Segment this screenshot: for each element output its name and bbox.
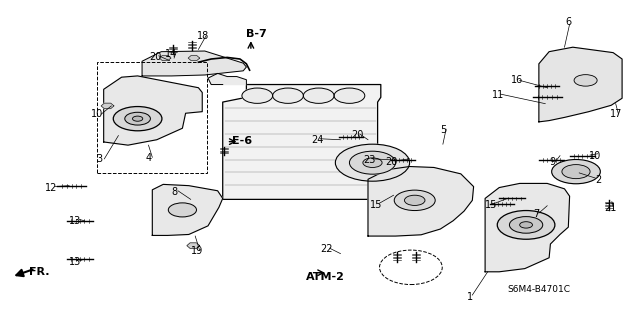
- Text: 15: 15: [485, 200, 498, 210]
- Text: 10: 10: [91, 109, 104, 119]
- Polygon shape: [159, 56, 171, 61]
- Polygon shape: [539, 47, 622, 122]
- Polygon shape: [187, 243, 200, 249]
- Text: 6: 6: [565, 17, 572, 27]
- Text: B-7: B-7: [246, 29, 266, 40]
- Polygon shape: [485, 183, 570, 272]
- Text: 7: 7: [533, 209, 540, 219]
- Polygon shape: [142, 51, 246, 76]
- Text: 14: 14: [165, 48, 178, 59]
- Text: ATM-2: ATM-2: [306, 272, 344, 282]
- Circle shape: [113, 107, 162, 131]
- Text: 2: 2: [595, 175, 602, 185]
- Text: 21: 21: [604, 203, 617, 213]
- Text: E-6: E-6: [232, 136, 252, 146]
- Circle shape: [242, 88, 273, 103]
- Circle shape: [497, 211, 555, 239]
- Text: 20: 20: [351, 130, 364, 140]
- Circle shape: [552, 160, 600, 184]
- Circle shape: [574, 75, 597, 86]
- Text: 5: 5: [440, 125, 447, 135]
- Text: S6M4-B4701C: S6M4-B4701C: [508, 285, 570, 294]
- Text: 16: 16: [511, 75, 524, 85]
- Circle shape: [125, 112, 150, 125]
- Text: 3: 3: [96, 154, 102, 165]
- Text: FR.: FR.: [29, 267, 50, 277]
- Text: 4: 4: [145, 153, 152, 163]
- Polygon shape: [188, 56, 200, 61]
- Circle shape: [562, 165, 590, 179]
- Text: 23: 23: [364, 155, 376, 165]
- Text: 13: 13: [69, 257, 82, 267]
- Circle shape: [334, 88, 365, 103]
- Bar: [97, 62, 207, 173]
- Text: 20: 20: [149, 52, 162, 62]
- Circle shape: [349, 151, 396, 174]
- Circle shape: [520, 222, 532, 228]
- Text: 20: 20: [385, 157, 398, 167]
- Text: 15: 15: [370, 200, 383, 210]
- Circle shape: [273, 88, 303, 103]
- Text: 13: 13: [69, 216, 82, 226]
- Text: 19: 19: [191, 246, 204, 256]
- Circle shape: [394, 190, 435, 211]
- Polygon shape: [104, 76, 202, 145]
- Polygon shape: [223, 85, 381, 199]
- Text: 24: 24: [311, 135, 324, 145]
- Circle shape: [404, 195, 425, 205]
- Circle shape: [509, 217, 543, 233]
- Circle shape: [335, 144, 410, 181]
- Circle shape: [168, 203, 196, 217]
- Polygon shape: [208, 73, 246, 85]
- Text: 17: 17: [610, 109, 623, 119]
- Text: 8: 8: [171, 187, 177, 197]
- Polygon shape: [152, 184, 223, 235]
- Text: 18: 18: [197, 31, 210, 41]
- Circle shape: [363, 158, 382, 167]
- Polygon shape: [101, 103, 114, 109]
- Text: 10: 10: [589, 151, 602, 161]
- Text: 1: 1: [467, 292, 474, 302]
- Text: 22: 22: [320, 244, 333, 255]
- Circle shape: [132, 116, 143, 121]
- Polygon shape: [368, 167, 474, 236]
- Text: 11: 11: [492, 90, 504, 100]
- Text: 12: 12: [45, 182, 58, 193]
- Circle shape: [303, 88, 334, 103]
- Text: 9: 9: [549, 157, 556, 167]
